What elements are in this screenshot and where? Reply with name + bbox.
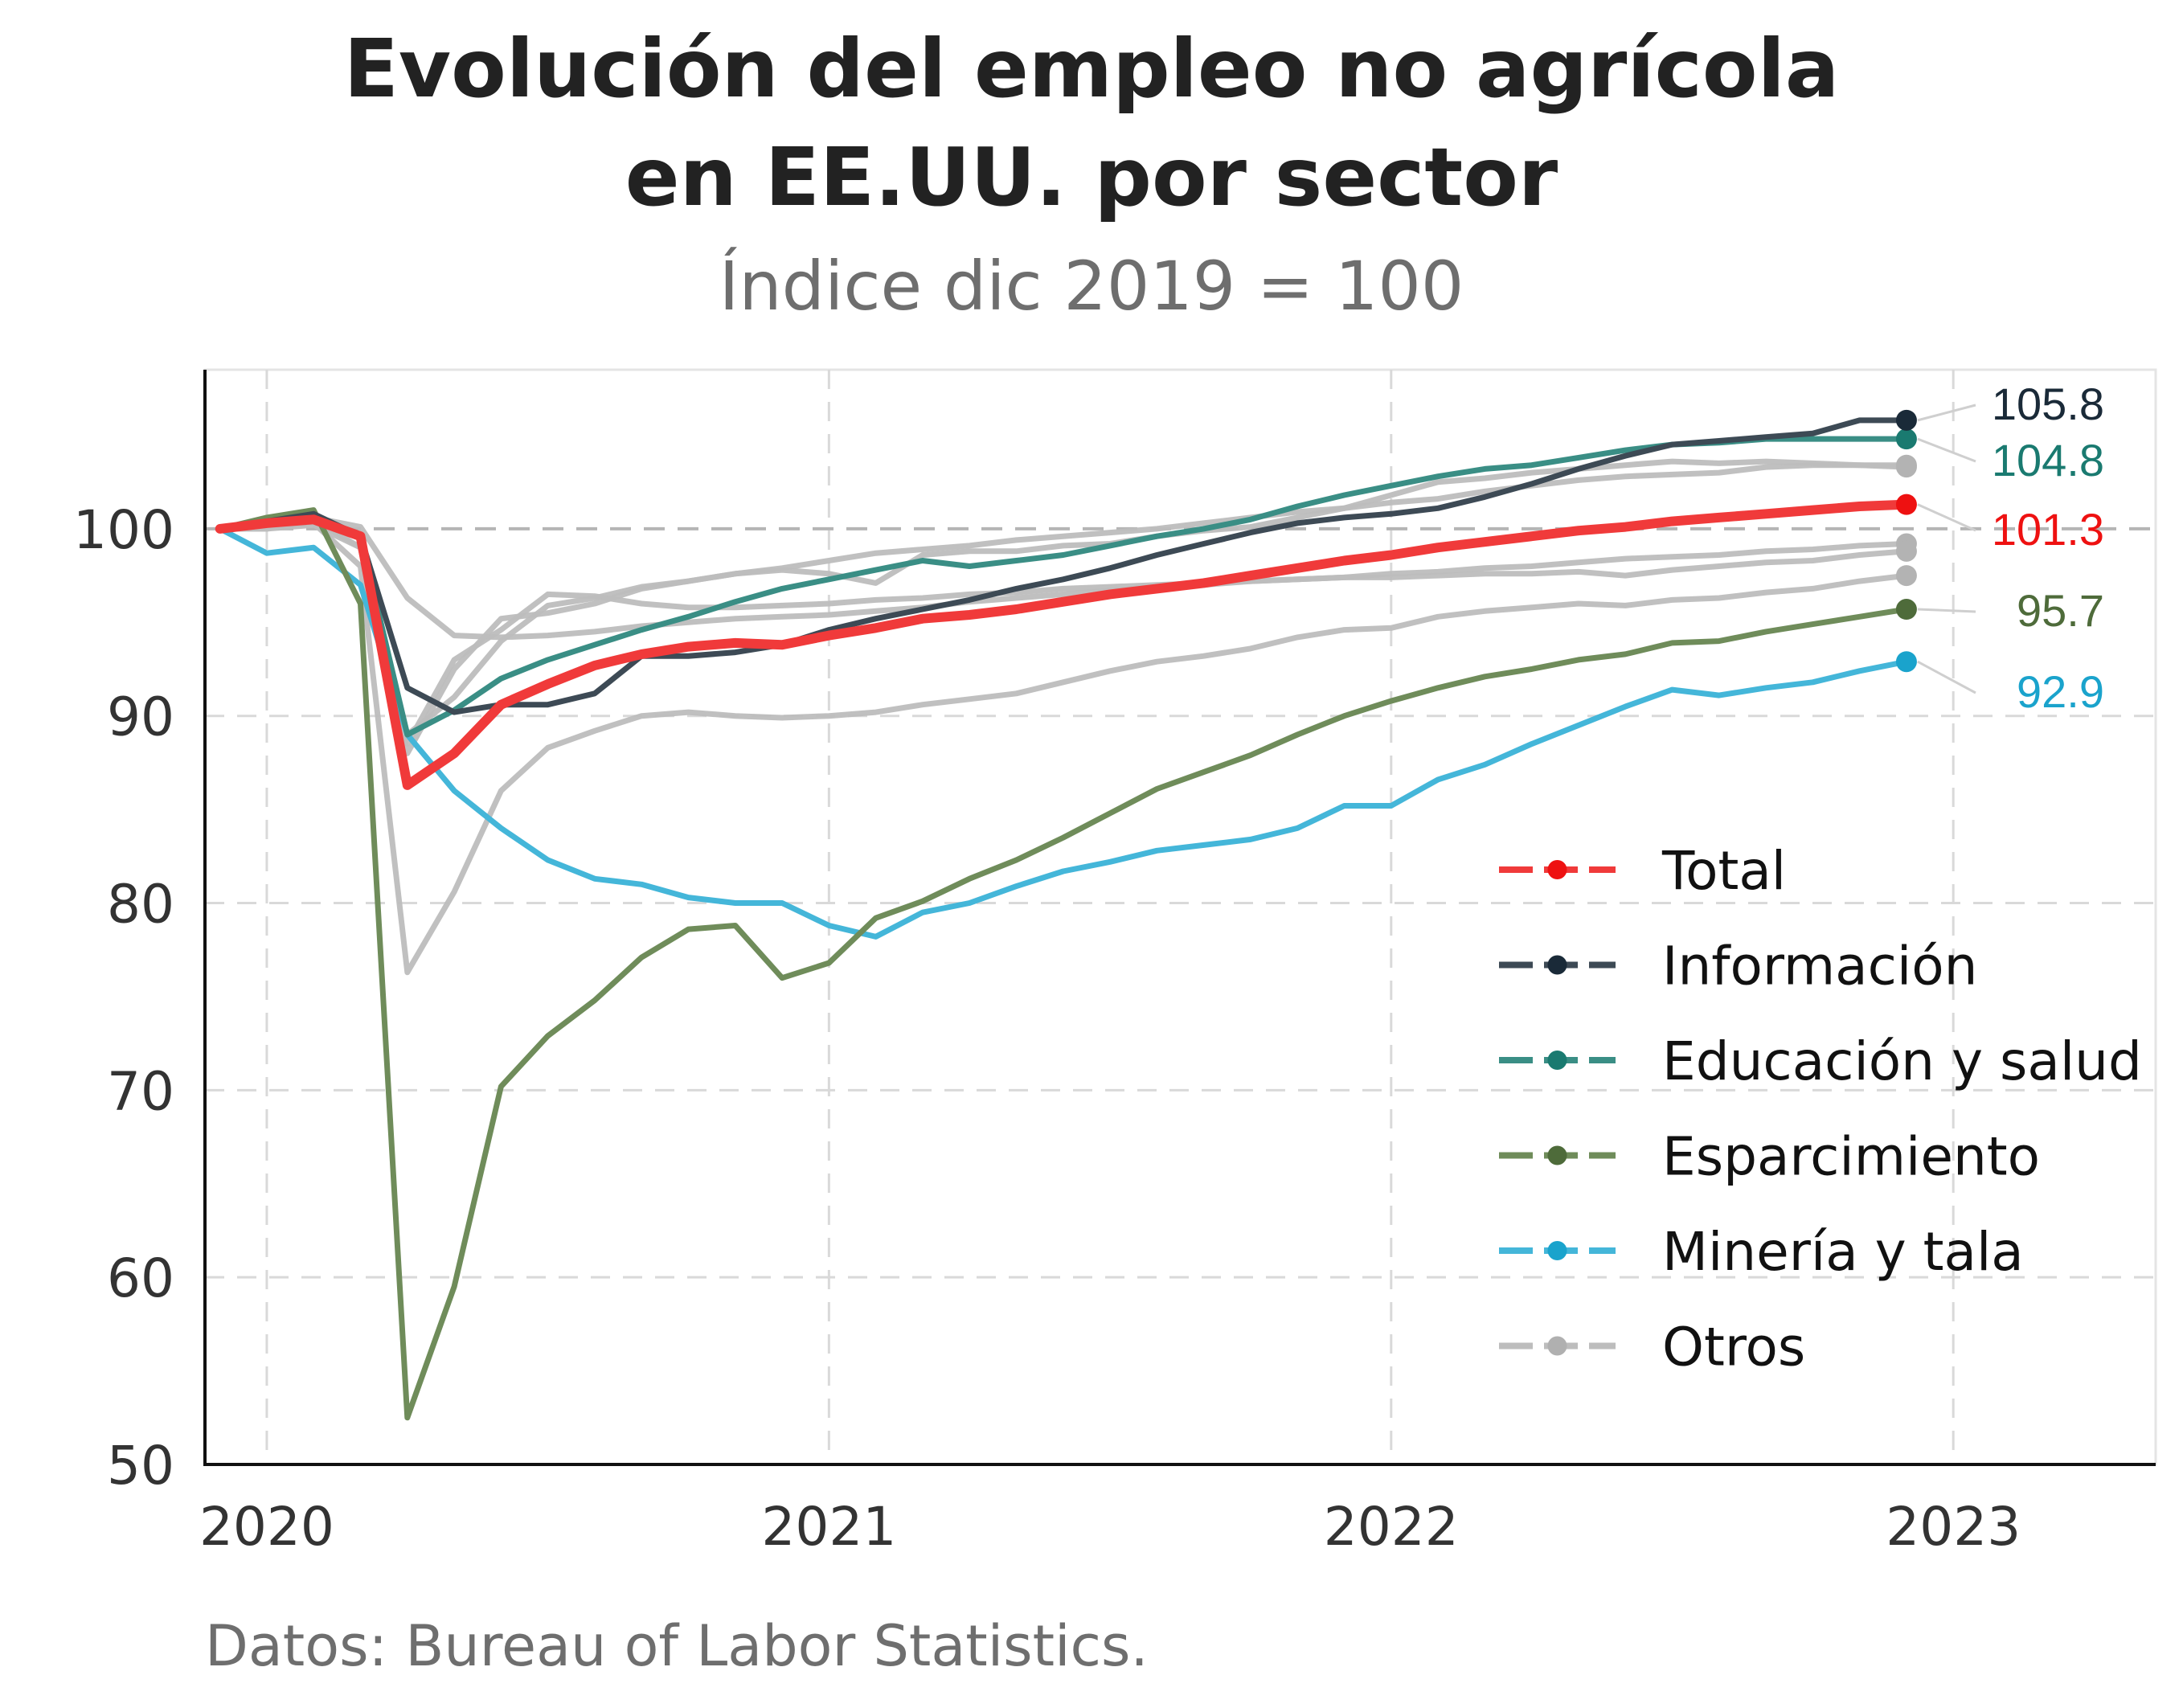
series-line-mineria-y-tala bbox=[217, 526, 1910, 940]
end-label-informacion: 105.8 bbox=[1992, 379, 2104, 429]
legend: Total Información Educación y salud Esparci… bbox=[1499, 840, 2142, 1378]
legend-label: Información bbox=[1662, 936, 1977, 997]
end-label-connector bbox=[1917, 437, 1976, 463]
series-end-marker-esparcimiento bbox=[1895, 599, 1917, 621]
legend-item: Información bbox=[1499, 936, 1977, 997]
legend-label: Otros bbox=[1662, 1317, 1805, 1378]
chart-title-line-2: en EE.UU. por sector bbox=[625, 130, 1558, 224]
x-tick-label: 2021 bbox=[761, 1496, 896, 1558]
legend-item: Otros bbox=[1499, 1317, 1805, 1378]
series-end-marker-educacion-y-salud bbox=[1895, 428, 1917, 450]
legend-label: Minería y tala bbox=[1662, 1221, 2024, 1283]
x-tick-label: 2022 bbox=[1324, 1496, 1459, 1558]
chart-caption: Datos: Bureau of Labor Statistics. bbox=[205, 1613, 1149, 1679]
end-label-mineria-y-tala: 92.9 bbox=[2017, 666, 2104, 717]
legend-item: Esparcimiento bbox=[1499, 1126, 2040, 1188]
legend-label: Esparcimiento bbox=[1662, 1126, 2040, 1188]
x-tick-label: 2023 bbox=[1886, 1496, 2021, 1558]
end-label-connector bbox=[1917, 608, 1976, 613]
series-end-marker-total bbox=[1895, 494, 1917, 515]
axes: 50 60 70 80 90 100 2020 2021 2022 2023 bbox=[73, 370, 2156, 1558]
chart-subtitle: Índice dic 2019 = 100 bbox=[719, 247, 1464, 326]
x-tick-label: 2020 bbox=[199, 1496, 334, 1558]
legend-marker bbox=[1547, 860, 1567, 879]
legend-marker bbox=[1547, 955, 1567, 975]
end-label-connector bbox=[1917, 403, 1976, 422]
y-tick-label: 70 bbox=[107, 1060, 174, 1122]
end-label-connector bbox=[1917, 660, 1976, 694]
end-labels: 92.9 95.7 104.8 105.8 101.3 bbox=[1917, 379, 2104, 717]
legend-marker bbox=[1547, 1241, 1567, 1260]
y-tick-label: 60 bbox=[107, 1247, 174, 1309]
series-end-marker-mineria-y-tala bbox=[1895, 651, 1917, 673]
y-tick-label: 90 bbox=[107, 686, 174, 748]
series-line-otros bbox=[217, 458, 1910, 756]
series-line-educacion-y-salud bbox=[217, 436, 1910, 738]
series-line-total bbox=[215, 499, 1911, 790]
series-line-otros bbox=[217, 462, 1910, 738]
series-line-otros bbox=[217, 514, 1910, 641]
legend-item: Total bbox=[1499, 840, 1786, 902]
chart-title-line-1: Evolución del empleo no agrícola bbox=[344, 22, 1840, 116]
legend-item: Minería y tala bbox=[1499, 1221, 2024, 1283]
series-end-marker-otros bbox=[1895, 565, 1917, 587]
legend-marker bbox=[1547, 1336, 1567, 1356]
end-markers bbox=[1895, 409, 1917, 673]
series-line-otros bbox=[217, 520, 1910, 976]
series-end-marker-otros bbox=[1895, 540, 1917, 562]
series-lines bbox=[215, 417, 1911, 1421]
end-label-connector bbox=[1917, 503, 1976, 532]
series-end-marker-otros bbox=[1895, 457, 1917, 478]
end-label-total: 101.3 bbox=[1992, 504, 2104, 555]
legend-label: Total bbox=[1661, 840, 1786, 902]
y-tick-label: 100 bbox=[73, 499, 174, 561]
series-end-marker-informacion bbox=[1895, 409, 1917, 431]
end-label-esparcimiento: 95.7 bbox=[2017, 585, 2104, 636]
end-label-educacion-y-salud: 104.8 bbox=[1992, 435, 2104, 485]
legend-marker bbox=[1547, 1145, 1567, 1165]
y-tick-label: 50 bbox=[107, 1435, 174, 1497]
series-line-otros bbox=[217, 522, 1910, 748]
legend-label: Educación y salud bbox=[1662, 1030, 2142, 1092]
legend-marker bbox=[1547, 1051, 1567, 1070]
legend-item: Educación y salud bbox=[1499, 1030, 2142, 1092]
y-tick-label: 80 bbox=[107, 874, 174, 936]
series-line-esparcimiento bbox=[217, 507, 1910, 1421]
